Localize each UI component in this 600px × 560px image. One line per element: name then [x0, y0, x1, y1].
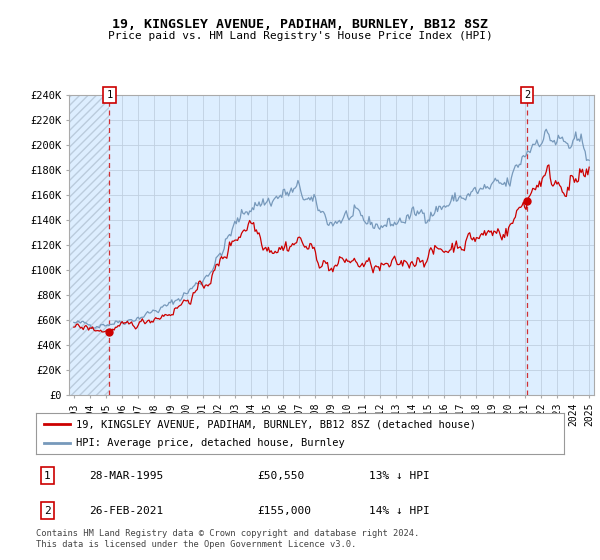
Text: 19, KINGSLEY AVENUE, PADIHAM, BURNLEY, BB12 8SZ (detached house): 19, KINGSLEY AVENUE, PADIHAM, BURNLEY, B…	[76, 419, 476, 429]
Text: £155,000: £155,000	[258, 506, 312, 516]
Text: 1: 1	[106, 90, 113, 100]
Text: 28-MAR-1995: 28-MAR-1995	[89, 471, 163, 481]
Text: £50,550: £50,550	[258, 471, 305, 481]
Text: Price paid vs. HM Land Registry's House Price Index (HPI): Price paid vs. HM Land Registry's House …	[107, 31, 493, 41]
Text: 2: 2	[524, 90, 530, 100]
Text: Contains HM Land Registry data © Crown copyright and database right 2024.
This d: Contains HM Land Registry data © Crown c…	[36, 529, 419, 549]
Text: 26-FEB-2021: 26-FEB-2021	[89, 506, 163, 516]
Text: 14% ↓ HPI: 14% ↓ HPI	[368, 506, 430, 516]
Text: 19, KINGSLEY AVENUE, PADIHAM, BURNLEY, BB12 8SZ: 19, KINGSLEY AVENUE, PADIHAM, BURNLEY, B…	[112, 18, 488, 31]
Text: 2: 2	[44, 506, 50, 516]
Text: HPI: Average price, detached house, Burnley: HPI: Average price, detached house, Burn…	[76, 438, 344, 447]
Text: 1: 1	[44, 471, 50, 481]
Text: 13% ↓ HPI: 13% ↓ HPI	[368, 471, 430, 481]
